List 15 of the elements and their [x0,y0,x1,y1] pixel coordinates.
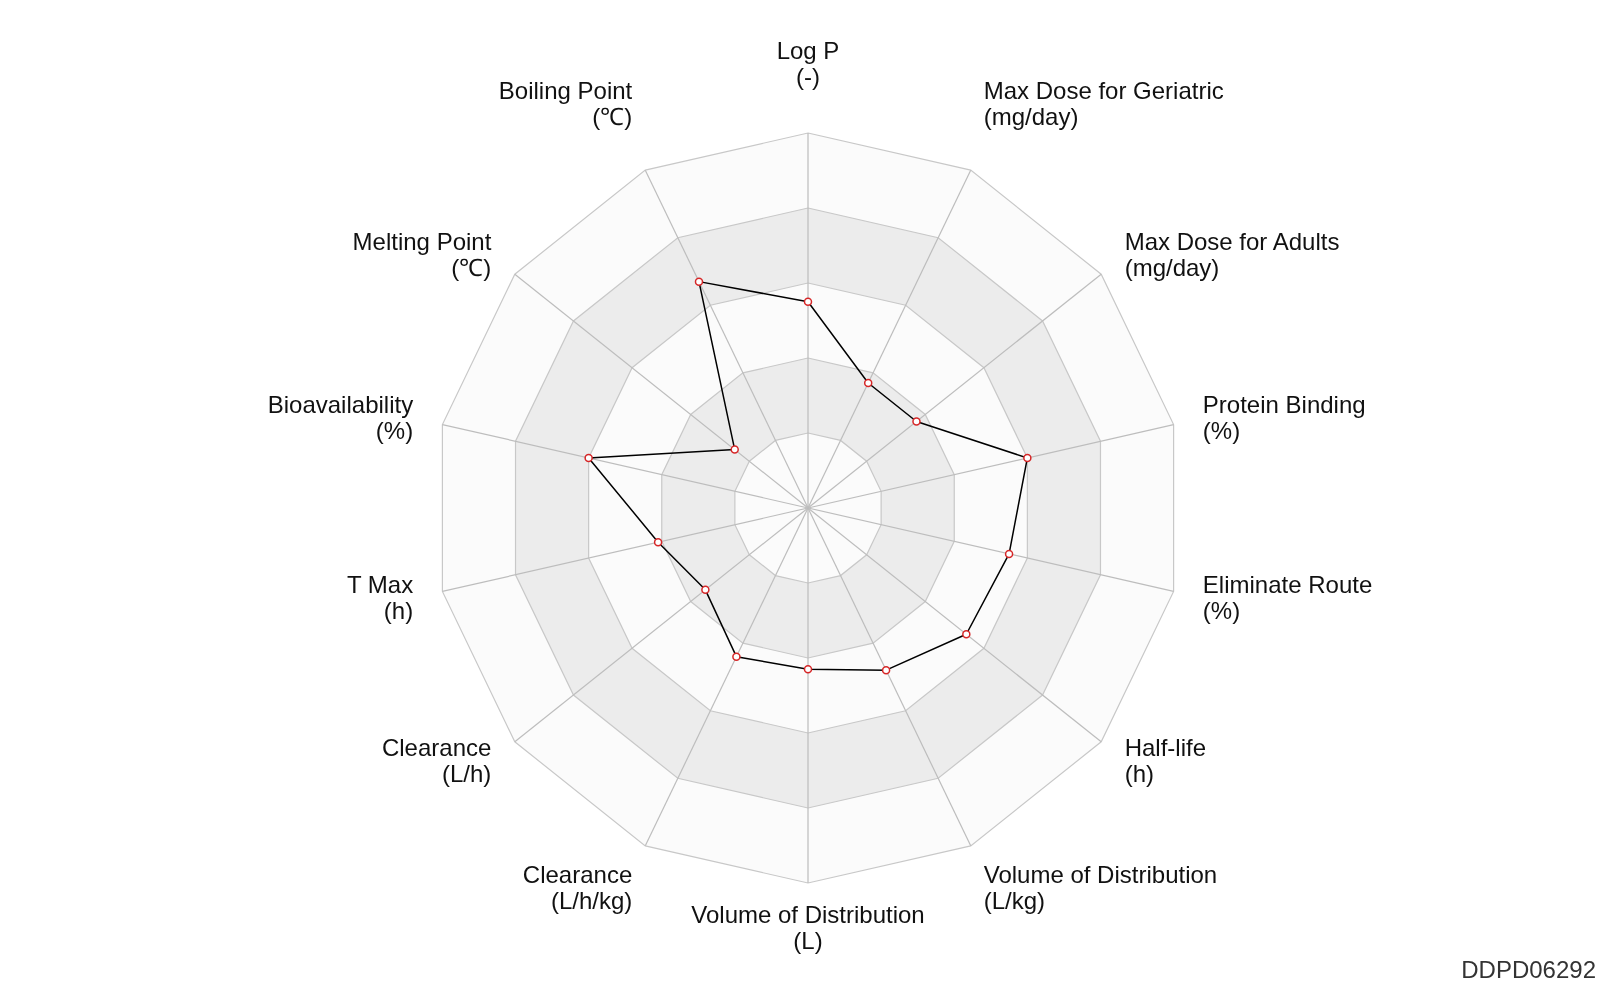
text: DDPD06292 [1461,956,1596,983]
spoke-label: Log P (-) [776,36,840,90]
spoke-label: Boiling Point (℃) [498,76,633,130]
spoke-label: Eliminate Route (%) [1202,571,1373,625]
spoke-label: T Max (h) [346,571,414,625]
spoke-label: Bioavailability (%) [267,390,414,444]
spoke-label: Clearance (L/h/kg) [522,860,633,914]
spoke-label: Max Dose for Adults (mg/day) [1124,228,1340,282]
spoke-label: Protein Binding (%) [1202,390,1366,444]
spoke-label: Clearance (L/h) [381,733,492,787]
spoke-label: Melting Point (℃) [352,228,492,282]
spoke-label: Max Dose for Geriatric (mg/day) [983,76,1224,130]
spoke-label: Volume of Distribution (L/kg) [983,860,1218,914]
spoke-label: Half-life (h) [1124,733,1206,787]
spoke-label: Volume of Distribution (L) [691,901,925,954]
